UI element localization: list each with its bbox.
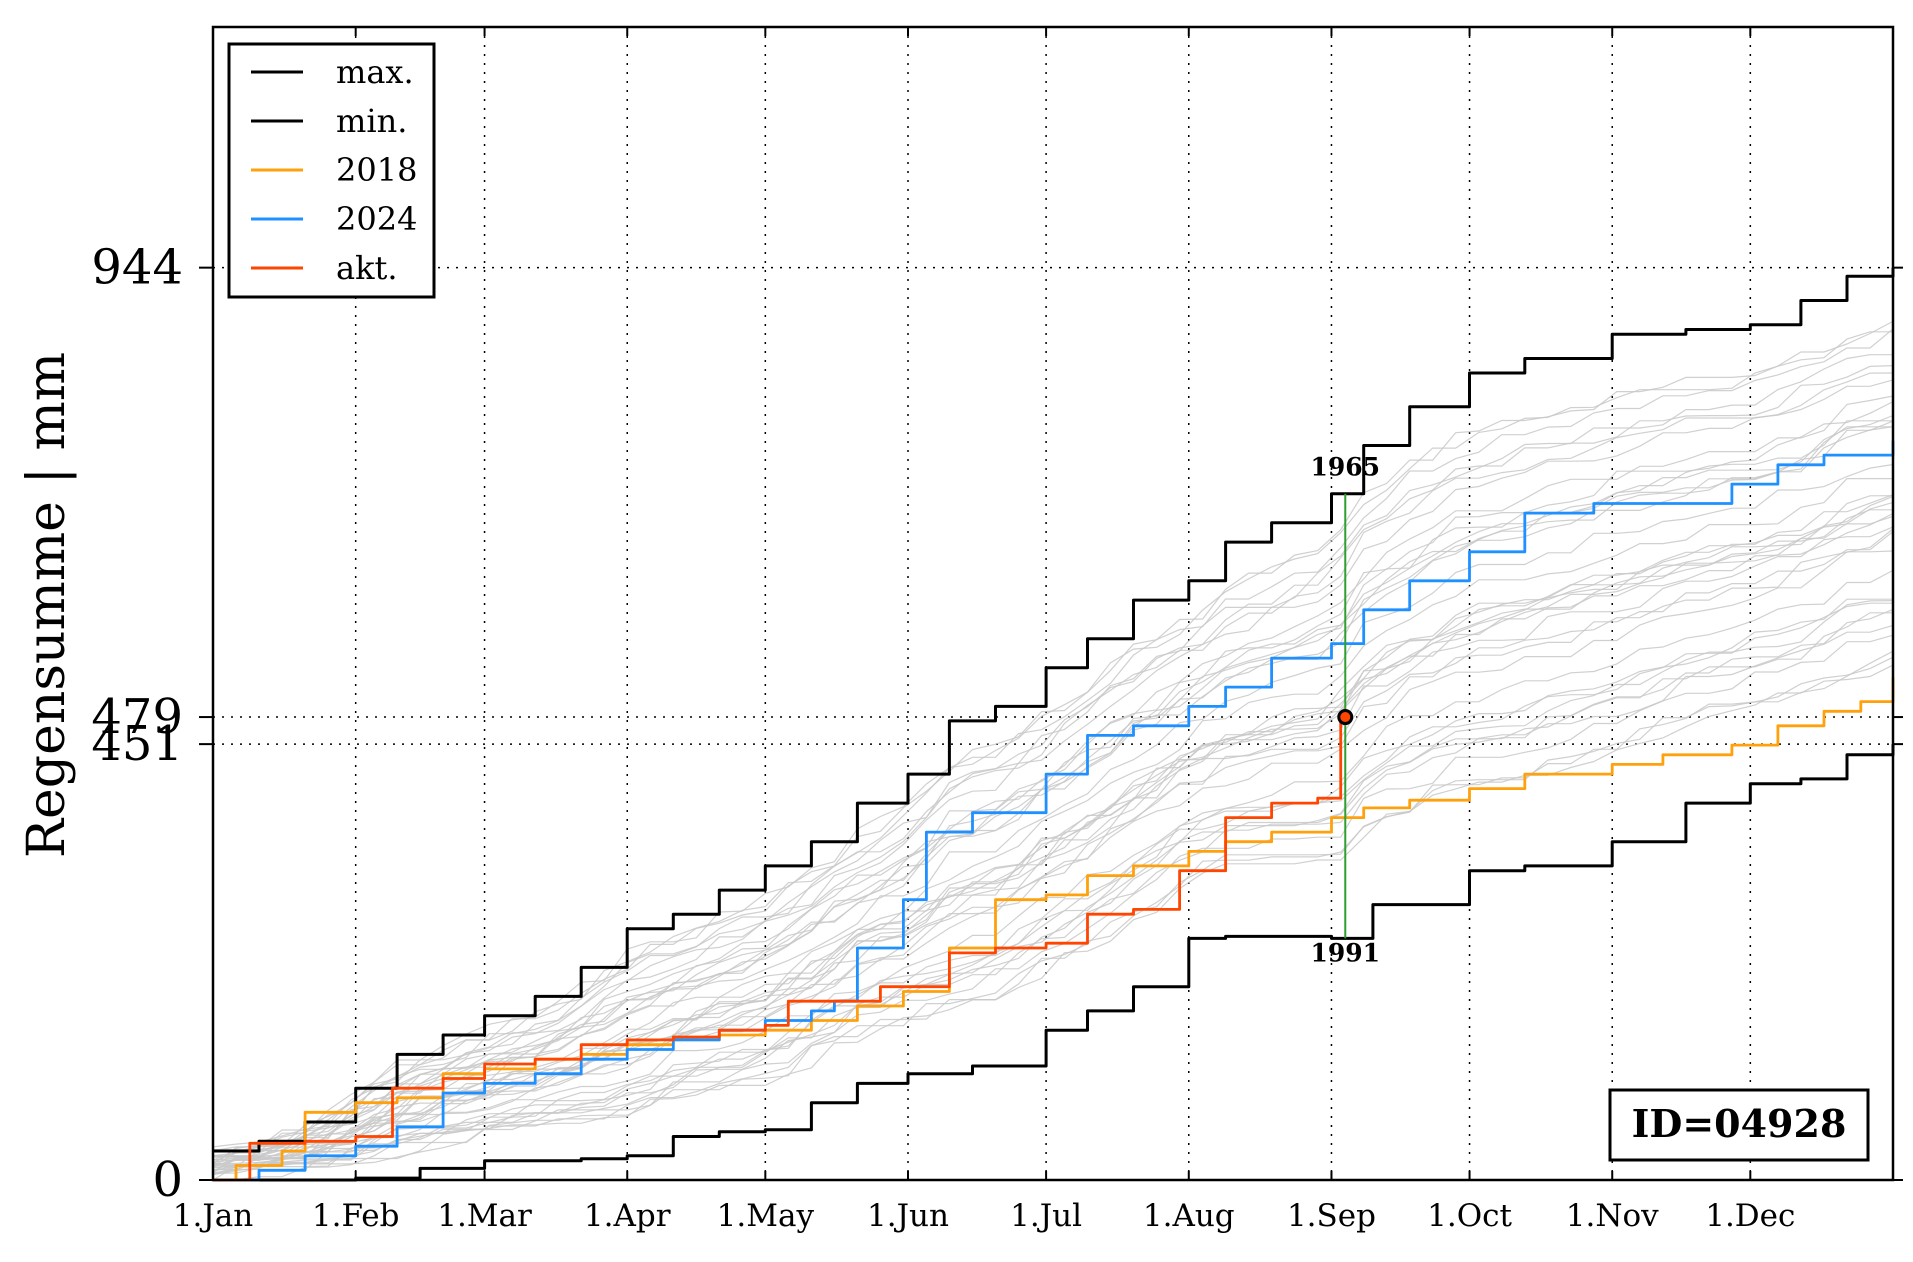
id-box: ID=04928 [1608,1088,1870,1162]
background-year-line [212,634,1894,1176]
legend-label: min. [336,102,407,140]
x-tick-label: 1.Apr [584,1198,671,1234]
x-tick-label: 1.Oct [1427,1198,1512,1234]
background-series [212,320,1894,1181]
series-lines [213,267,1895,1182]
x-tick-label: 1.Feb [312,1198,400,1234]
plot-frame [211,25,1895,1182]
background-year-line [213,501,1894,1166]
y-axis-label: Regensumme | mm [17,352,77,858]
background-year-line [213,509,1893,1158]
background-year-line [212,664,1894,1169]
series-line-akt [213,720,1343,1182]
background-year-line [212,354,1893,1165]
background-year-line [213,602,1893,1168]
x-tick-label: 1.May [717,1198,815,1234]
series-line-2024 [213,440,1895,1182]
x-tick-label: 1.Nov [1566,1198,1659,1234]
series-line-min [213,744,1895,1182]
background-year-line [213,600,1894,1174]
background-year-line [212,420,1894,1157]
axes: 1.Jan 1.Feb 1.Mar 1.Apr 1.May 1.Jun 1.Jul 1.Aug… [91,27,1903,1234]
y-tick-label: 0 [152,1152,183,1208]
x-tick-label: 1.Jan [173,1198,253,1234]
y-tick-label: 479 [91,689,183,745]
legend-label: 2024 [336,200,417,238]
background-year-line [212,531,1894,1168]
y-tick-label: 944 [91,240,183,296]
background-year-line [212,526,1894,1176]
legend-label: 2018 [336,151,417,189]
background-year-line [212,426,1894,1164]
background-year-line [212,608,1894,1176]
background-year-line [212,598,1893,1174]
series-line-2018 [213,677,1895,1182]
background-year-line [212,528,1894,1172]
background-year-line [212,550,1894,1174]
x-tick-label: 1.Mar [437,1198,532,1234]
background-year-line [212,372,1894,1161]
background-year-line [212,650,1894,1181]
x-tick-label: 1.Aug [1143,1198,1235,1234]
background-year-line [212,478,1893,1167]
year-annotation: 1965 [1310,452,1380,481]
background-year-line [213,624,1894,1167]
id-box-text: ID=04928 [1632,1101,1847,1146]
year-annotation: 1991 [1310,939,1380,968]
current-value-marker [1337,709,1354,726]
x-tick-label: 1.Jun [867,1198,949,1234]
x-tick-label: 1.Sep [1287,1198,1376,1234]
background-year-line [212,426,1893,1163]
legend-label: akt. [336,249,398,287]
background-year-line [212,331,1893,1152]
background-year-line [213,365,1894,1152]
overlays: 1965 1991 [1310,452,1380,967]
background-year-line [212,328,1894,1148]
grid [213,27,1893,1180]
x-tick-label: 1.Jul [1010,1198,1082,1234]
background-year-line [213,495,1894,1165]
background-year-line [213,569,1894,1171]
background-year-line [212,463,1894,1172]
series-line-max [213,267,1895,1153]
legend-label: max. [336,53,414,91]
background-year-line [213,495,1894,1157]
y-tick-label: 451 [91,716,183,772]
background-year-line [213,494,1894,1157]
x-tick-label: 1.Dec [1705,1198,1795,1234]
background-year-line [213,379,1894,1153]
legend: max. min. 2018 2024 akt. [227,42,436,299]
background-year-line [212,414,1894,1165]
